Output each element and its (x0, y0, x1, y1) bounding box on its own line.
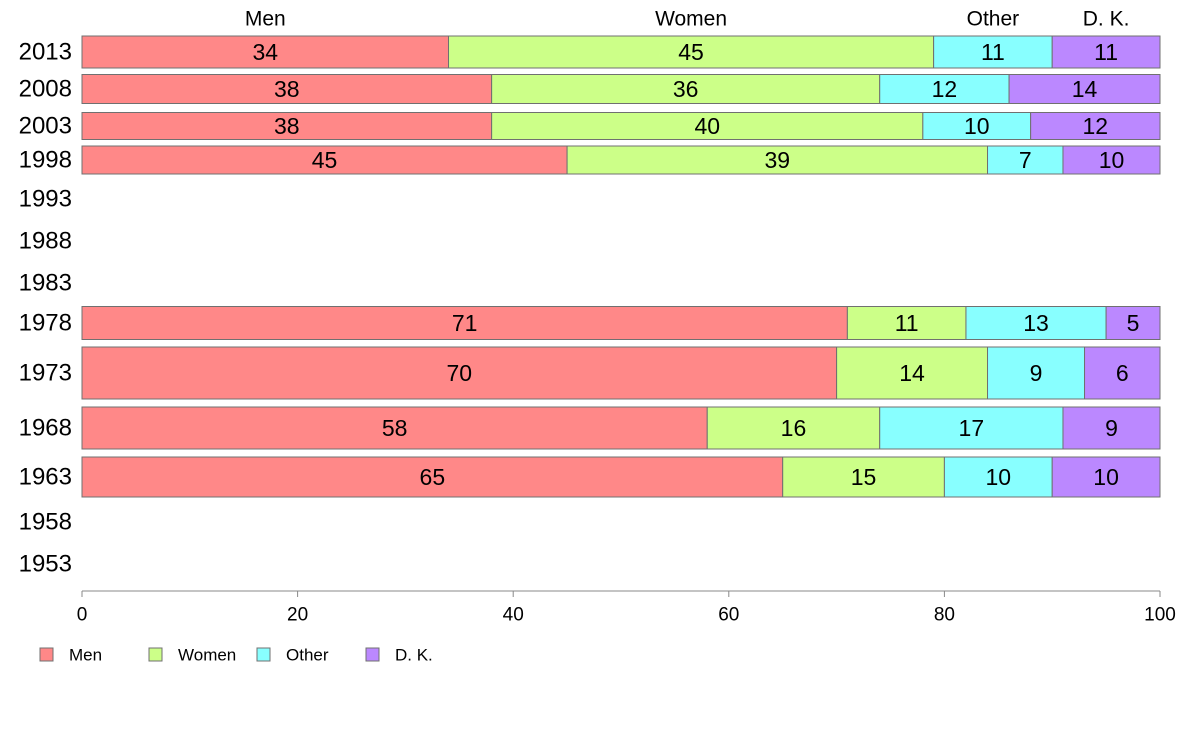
data-label-men-2008: 38 (274, 76, 300, 102)
data-label-other-2008: 12 (932, 76, 958, 102)
bar-women-2013 (448, 35, 935, 69)
bar-d-k-1973 (1084, 346, 1161, 400)
data-label-women-1998: 39 (765, 147, 791, 173)
data-label-women-1973: 14 (899, 360, 925, 386)
data-label-d-k-1998: 10 (1099, 147, 1125, 173)
data-label-d-k-2013: 11 (1094, 39, 1118, 65)
data-label-women-2008: 36 (673, 76, 699, 102)
bar-other-1963 (943, 456, 1053, 498)
data-label-men-1998: 45 (312, 147, 338, 173)
top-series-labels: Men Women Other D. K. (245, 8, 1130, 31)
y-tick-label-1973: 1973 (19, 360, 72, 387)
bar-men-1978 (81, 306, 848, 340)
bar-d-k-1998 (1062, 145, 1161, 175)
y-tick-label-1958: 1958 (19, 509, 72, 536)
data-label-women-1968: 16 (781, 415, 807, 441)
data-label-other-2003: 10 (964, 113, 990, 139)
data-label-men-2013: 34 (252, 39, 278, 65)
data-label-men-1973: 70 (447, 360, 473, 386)
bar-d-k-2008 (1008, 74, 1161, 104)
data-label-men-1978: 71 (452, 310, 478, 336)
bar-other-2013 (933, 35, 1053, 69)
data-label-d-k-2008: 14 (1072, 76, 1098, 102)
bar-women-1998 (566, 145, 989, 175)
y-tick-label-1993: 1993 (19, 186, 72, 213)
data-label-men-2003: 38 (274, 113, 300, 139)
top-label-men: Men (245, 8, 286, 31)
data-label-other-1968: 17 (959, 415, 985, 441)
x-tick-label-80: 80 (934, 605, 955, 626)
bar-other-1968 (879, 406, 1064, 450)
bar-d-k-1963 (1051, 456, 1161, 498)
y-tick-label-1963: 1963 (19, 464, 72, 491)
bar-other-2008 (879, 74, 1010, 104)
y-axis-labels: 2013 2008 2003 1998 1993 1988 1983 1978 1973 1968… (19, 39, 72, 578)
y-tick-label-2003: 2003 (19, 113, 72, 140)
legend-label-other: Other (286, 646, 329, 665)
bar-d-k-1978 (1105, 306, 1161, 340)
legend-swatch-d-k (365, 647, 380, 662)
y-tick-label-1978: 1978 (19, 310, 72, 337)
bar-other-1973 (987, 346, 1086, 400)
data-label-men-1968: 58 (382, 415, 408, 441)
bar-women-2003 (491, 112, 924, 140)
bar-men-2003 (81, 112, 493, 140)
legend: Men Women Other D. K. (39, 646, 433, 665)
data-label-other-1963: 10 (986, 464, 1012, 490)
top-label-d-k: D. K. (1083, 8, 1130, 31)
legend-swatch-women (148, 647, 163, 662)
x-axis: 0 20 40 60 80 100 (77, 590, 1176, 626)
y-tick-label-2008: 2008 (19, 76, 72, 103)
x-tick-label-20: 20 (287, 605, 308, 626)
bars-layer (81, 35, 1161, 498)
data-label-women-1963: 15 (851, 464, 877, 490)
data-label-other-1978: 13 (1023, 310, 1049, 336)
bar-women-1978 (846, 306, 967, 340)
x-tick-label-100: 100 (1144, 605, 1176, 626)
bar-d-k-2013 (1051, 35, 1161, 69)
bar-men-2008 (81, 74, 493, 104)
bar-women-2008 (491, 74, 881, 104)
bar-men-1968 (81, 406, 708, 450)
data-label-women-2013: 45 (678, 39, 704, 65)
y-tick-label-1983: 1983 (19, 270, 72, 297)
bar-men-1998 (81, 145, 568, 175)
y-tick-label-1998: 1998 (19, 147, 72, 174)
data-label-women-1978: 11 (895, 310, 919, 336)
x-tick-label-60: 60 (718, 605, 739, 626)
data-label-d-k-1963: 10 (1093, 464, 1119, 490)
bar-other-1978 (965, 306, 1107, 340)
top-label-women: Women (655, 8, 727, 31)
bar-men-1963 (81, 456, 784, 498)
data-label-women-2003: 40 (694, 113, 720, 139)
data-label-other-1973: 9 (1030, 360, 1043, 386)
legend-label-d-k: D. K. (395, 646, 433, 665)
y-tick-label-2013: 2013 (19, 39, 72, 66)
data-label-men-1963: 65 (420, 464, 446, 490)
y-tick-label-1968: 1968 (19, 415, 72, 442)
data-label-other-1998: 7 (1019, 147, 1032, 173)
top-label-other: Other (967, 8, 1020, 31)
bar-men-2013 (81, 35, 450, 69)
bar-d-k-1968 (1062, 406, 1161, 450)
y-tick-label-1953: 1953 (19, 551, 72, 578)
data-label-d-k-1978: 5 (1127, 310, 1140, 336)
legend-swatch-men (39, 647, 54, 662)
y-tick-label-1988: 1988 (19, 228, 72, 255)
x-tick-label-0: 0 (77, 605, 88, 626)
legend-label-women: Women (178, 646, 236, 665)
data-label-d-k-2003: 12 (1083, 113, 1109, 139)
legend-label-men: Men (69, 646, 102, 665)
bar-men-1973 (81, 346, 838, 400)
bar-d-k-2003 (1030, 112, 1161, 140)
data-label-d-k-1968: 9 (1105, 415, 1118, 441)
bar-women-1973 (836, 346, 989, 400)
legend-swatch-other (256, 647, 271, 662)
x-tick-label-40: 40 (503, 605, 524, 626)
data-label-d-k-1973: 6 (1116, 360, 1129, 386)
data-label-other-2013: 11 (981, 39, 1005, 65)
